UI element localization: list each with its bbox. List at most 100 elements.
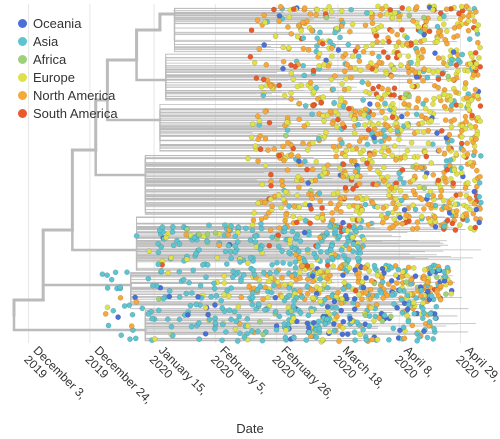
data-point bbox=[193, 250, 199, 257]
data-point bbox=[155, 307, 162, 314]
data-point bbox=[339, 121, 346, 127]
data-point bbox=[240, 272, 247, 278]
data-point bbox=[205, 311, 211, 318]
data-point bbox=[237, 259, 243, 265]
data-point bbox=[196, 231, 202, 238]
data-point bbox=[309, 294, 316, 301]
data-point bbox=[379, 318, 386, 324]
data-point bbox=[403, 41, 410, 47]
data-point bbox=[346, 283, 352, 289]
data-point bbox=[474, 39, 481, 46]
x-tick-label: December 3,2019 bbox=[21, 343, 89, 411]
data-point bbox=[418, 287, 425, 294]
data-point bbox=[344, 227, 351, 234]
data-point bbox=[297, 310, 304, 316]
data-point bbox=[421, 328, 427, 335]
data-point bbox=[251, 210, 257, 216]
data-point bbox=[327, 108, 334, 115]
data-point bbox=[473, 215, 479, 222]
data-point bbox=[296, 100, 303, 107]
tree-branch bbox=[94, 148, 147, 177]
tree-branch bbox=[158, 12, 177, 32]
data-point bbox=[458, 165, 464, 171]
data-point bbox=[368, 304, 375, 311]
data-point bbox=[374, 168, 381, 174]
data-point bbox=[313, 254, 320, 261]
data-point bbox=[204, 238, 210, 244]
data-point bbox=[388, 28, 395, 35]
data-point bbox=[448, 290, 455, 297]
data-point bbox=[212, 325, 218, 332]
data-point bbox=[414, 128, 421, 135]
data-point bbox=[102, 311, 109, 317]
data-point bbox=[158, 268, 165, 274]
data-point bbox=[225, 243, 232, 249]
data-point bbox=[219, 305, 225, 311]
data-point bbox=[322, 321, 328, 327]
data-point bbox=[473, 136, 479, 142]
data-point bbox=[408, 276, 414, 283]
data-point bbox=[471, 200, 478, 207]
data-point bbox=[310, 67, 317, 74]
data-point bbox=[238, 294, 244, 300]
data-point bbox=[418, 113, 425, 119]
data-point bbox=[309, 273, 316, 279]
data-point bbox=[453, 89, 459, 96]
x-tick-label: March 18,2020 bbox=[331, 343, 388, 400]
data-point bbox=[305, 329, 312, 336]
tree-branch bbox=[165, 82, 256, 95]
data-point bbox=[276, 13, 283, 19]
data-point bbox=[359, 207, 365, 213]
data-point bbox=[302, 217, 309, 224]
data-point bbox=[441, 273, 448, 280]
data-point bbox=[355, 255, 361, 262]
data-point bbox=[139, 305, 146, 312]
data-point bbox=[236, 313, 242, 320]
data-point bbox=[300, 62, 307, 69]
data-point bbox=[302, 103, 309, 109]
data-point bbox=[473, 60, 480, 67]
data-point bbox=[338, 8, 345, 14]
data-point bbox=[350, 186, 356, 192]
data-point bbox=[329, 120, 336, 127]
tree-branch bbox=[144, 176, 405, 178]
data-point bbox=[410, 299, 417, 306]
data-point bbox=[228, 255, 234, 262]
data-point bbox=[404, 306, 411, 313]
data-point bbox=[346, 245, 352, 252]
data-point bbox=[360, 97, 366, 103]
data-point bbox=[301, 72, 308, 79]
data-point bbox=[379, 219, 386, 226]
data-point bbox=[370, 85, 376, 92]
data-point bbox=[244, 323, 251, 329]
data-point bbox=[383, 70, 390, 77]
data-point bbox=[457, 191, 464, 198]
data-point bbox=[475, 22, 482, 28]
data-point bbox=[469, 163, 476, 169]
data-point bbox=[226, 307, 233, 313]
data-point bbox=[346, 142, 352, 149]
data-point bbox=[280, 58, 287, 65]
data-point bbox=[367, 151, 373, 158]
data-point bbox=[389, 292, 395, 298]
data-point bbox=[327, 247, 334, 253]
data-point bbox=[108, 276, 115, 283]
data-point bbox=[285, 45, 292, 51]
data-point bbox=[410, 188, 417, 194]
data-point bbox=[386, 336, 392, 343]
data-point bbox=[314, 214, 320, 221]
data-point bbox=[406, 12, 413, 19]
data-point bbox=[402, 91, 409, 97]
data-point bbox=[300, 19, 306, 26]
data-point bbox=[338, 307, 345, 314]
data-point bbox=[304, 263, 311, 269]
data-point bbox=[434, 130, 440, 136]
data-point bbox=[380, 39, 386, 45]
data-point bbox=[354, 319, 360, 326]
data-point bbox=[155, 296, 162, 302]
data-point bbox=[415, 24, 422, 30]
data-point bbox=[369, 159, 375, 165]
data-point bbox=[352, 337, 358, 343]
data-point bbox=[385, 86, 391, 93]
